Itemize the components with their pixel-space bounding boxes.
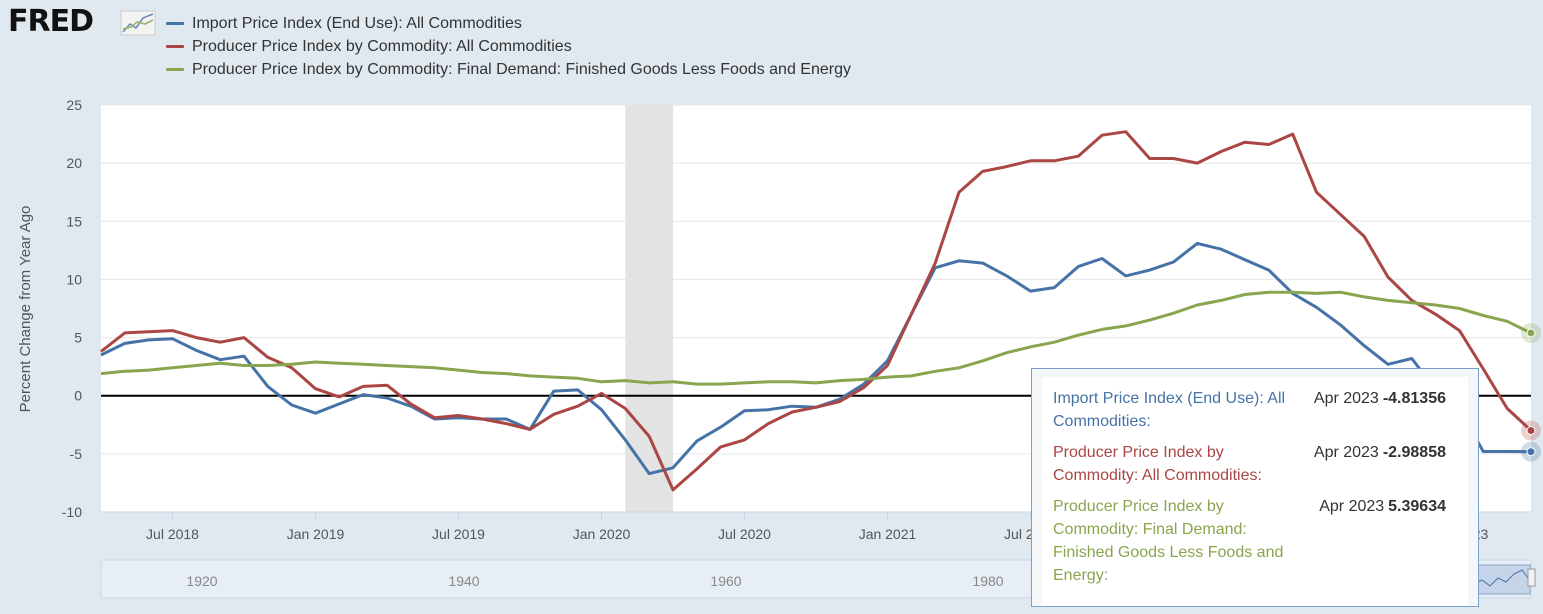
tooltip-number: -4.81356 [1382, 390, 1446, 407]
x-tick-label: Jul 2020 [718, 526, 771, 542]
tooltip-number: -2.98858 [1382, 444, 1446, 461]
tooltip-value: Apr 2023 -2.98858 [1314, 441, 1446, 464]
tooltip-number: 5.39634 [1388, 498, 1446, 515]
tooltip-value: Apr 2023 -4.81356 [1314, 387, 1446, 410]
legend-swatch-icon [166, 22, 184, 25]
y-tick-label: 5 [74, 330, 82, 346]
navigator-right-handle[interactable] [1527, 568, 1536, 587]
navigator-label: 1920 [186, 573, 217, 589]
legend-item-ppi-core[interactable]: Producer Price Index by Commodity: Final… [166, 58, 851, 81]
tooltip-date: Apr 2023 [1313, 444, 1379, 461]
navigator-label: 1940 [448, 573, 479, 589]
chart-legend: Import Price Index (End Use): All Commod… [166, 12, 851, 81]
legend-swatch-icon [166, 45, 184, 48]
y-tick-label: 25 [66, 97, 82, 113]
x-tick-label: Jan 2020 [573, 526, 631, 542]
y-tick-label: 0 [74, 388, 82, 404]
data-tooltip: Import Price Index (End Use): All Commod… [1031, 368, 1479, 607]
navigator-preview-line [1473, 569, 1529, 587]
x-tick-label: Jul 2019 [432, 526, 485, 542]
y-tick-label: -10 [62, 504, 82, 520]
tooltip-value: Apr 2023 5.39634 [1319, 495, 1446, 518]
x-tick-label: Jan 2019 [287, 526, 345, 542]
tooltip-series-name: Import Price Index (End Use): All Commod… [1053, 390, 1286, 430]
line-graph-logo-icon [120, 10, 156, 36]
x-tick-label: Jan 2021 [859, 526, 917, 542]
y-tick-label: 15 [66, 213, 82, 229]
legend-label: Import Price Index (End Use): All Commod… [192, 14, 522, 32]
legend-item-import-price[interactable]: Import Price Index (End Use): All Commod… [166, 12, 851, 35]
x-tick-label: Jul 2018 [146, 526, 199, 542]
navigator-label: 1980 [972, 573, 1003, 589]
tooltip-date: Apr 2023 [1319, 498, 1385, 515]
legend-swatch-icon [166, 68, 184, 71]
series-line-2 [100, 130, 1533, 492]
tooltip-body: Import Price Index (End Use): All Commod… [1042, 377, 1468, 606]
y-tick-label: -5 [70, 446, 83, 462]
endpoint-marker [1526, 425, 1536, 435]
y-tick-label: 20 [66, 155, 82, 171]
tooltip-series-name: Producer Price Index by Commodity: Final… [1053, 498, 1284, 584]
legend-label: Producer Price Index by Commodity: All C… [192, 37, 572, 55]
series-line-3 [100, 290, 1532, 386]
recession-shading [625, 105, 673, 512]
endpoint-marker [1526, 447, 1536, 457]
navigator-label: 1960 [710, 573, 741, 589]
tooltip-date: Apr 2023 [1313, 390, 1379, 407]
fred-logo[interactable]: FRED [8, 4, 158, 40]
legend-item-ppi-all[interactable]: Producer Price Index by Commodity: All C… [166, 35, 851, 58]
endpoint-marker [1526, 328, 1536, 338]
fred-logo-text: FRED [8, 4, 94, 39]
y-axis-label: Percent Change from Year Ago [17, 206, 34, 413]
legend-label: Producer Price Index by Commodity: Final… [192, 60, 851, 78]
tooltip-series-name: Producer Price Index by Commodity: All C… [1053, 444, 1262, 484]
y-tick-label: 10 [66, 271, 82, 287]
